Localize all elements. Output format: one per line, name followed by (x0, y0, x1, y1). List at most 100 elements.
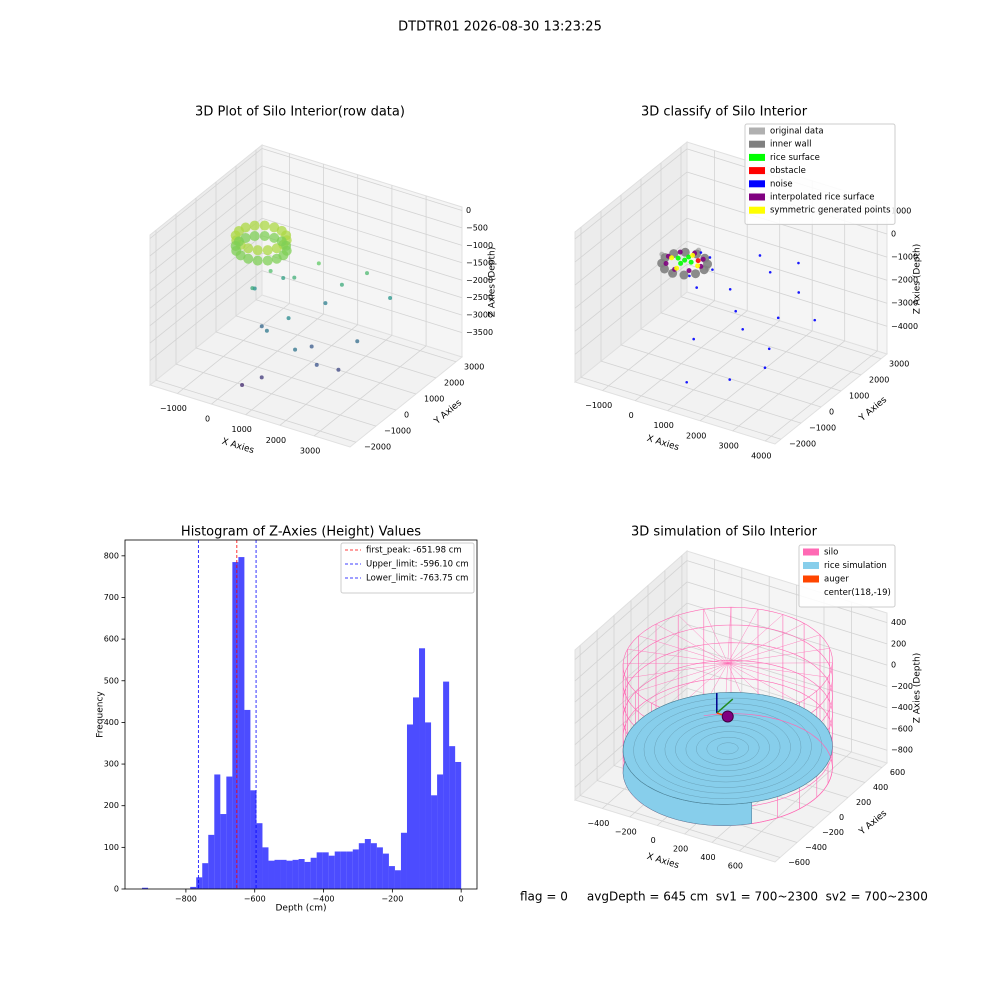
legend-label: symmetric generated points (770, 206, 891, 216)
histogram-bar (244, 710, 250, 889)
histogram-bar (256, 823, 262, 889)
z-tick-label: −3500 (466, 328, 493, 337)
y-tick-label: 2000 (444, 378, 464, 387)
data-point (695, 263, 700, 268)
legend-label: original data (770, 127, 824, 137)
data-point (734, 310, 737, 313)
x-tick-label: 1000 (654, 421, 674, 430)
y-tick-label: 500 (104, 676, 119, 685)
histogram-bar (335, 852, 341, 889)
x-axis-label: Depth (cm) (275, 904, 326, 914)
data-point (293, 348, 297, 352)
histogram-bar (214, 774, 220, 889)
z-tick-label: 0 (891, 230, 896, 239)
data-point (690, 253, 695, 258)
histogram-bar (268, 861, 274, 889)
histogram-bar (329, 856, 335, 889)
histogram-bar (371, 843, 377, 889)
legend-swatch (749, 180, 765, 187)
data-point (768, 348, 771, 351)
data-point (250, 286, 254, 290)
legend-label: noise (770, 179, 793, 189)
status-footer: flag = 0 avgDepth = 645 cm sv1 = 700~230… (520, 890, 928, 904)
data-point (700, 251, 703, 254)
legend-label: inner wall (770, 140, 811, 150)
histogram-bar (299, 859, 305, 889)
data-point (243, 254, 253, 264)
data-point (269, 222, 279, 232)
y-tick-label: −1000 (384, 427, 411, 436)
data-point (682, 258, 687, 263)
x-tick-label: −400 (313, 895, 335, 904)
subplot-title: 3D classify of Silo Interior (641, 105, 808, 120)
x-tick-label: 2000 (266, 436, 286, 445)
y-tick-label: −2000 (789, 440, 816, 449)
y-tick-label: −600 (788, 858, 810, 867)
legend: original data inner wall rice surface obsta… (745, 124, 895, 224)
z-tick-label: 0 (891, 661, 896, 670)
data-point (355, 339, 359, 343)
histogram-bar (389, 866, 395, 889)
y-tick-label: 300 (104, 760, 119, 769)
data-point (260, 231, 270, 241)
legend-label: first_peak: -651.98 cm (366, 546, 462, 556)
histogram-bar (305, 862, 311, 889)
histogram-bar (437, 774, 443, 889)
z-axis-label: Z Axies (Depth) (913, 653, 923, 724)
y-tick-label: −1000 (809, 424, 836, 433)
figure-title: DTDTR01 2026-08-30 13:23:25 (398, 20, 602, 35)
histogram-bar (377, 847, 383, 889)
y-tick-label: 2000 (869, 375, 889, 384)
data-point (797, 262, 800, 265)
legend-swatch (749, 167, 765, 174)
y-tick-label: 0 (829, 408, 834, 417)
legend-label: silo (824, 548, 838, 558)
histogram-bar (311, 858, 317, 889)
data-point (253, 245, 263, 255)
x-tick-label: 2000 (686, 431, 706, 440)
data-point (388, 296, 392, 300)
data-point (696, 258, 701, 263)
data-point (701, 257, 706, 262)
x-tick-label: −1000 (160, 404, 187, 413)
x-tick-label: −400 (587, 819, 609, 828)
legend-label: obstacle (770, 166, 806, 176)
x-tick-label: −800 (175, 895, 197, 904)
data-point (769, 271, 772, 274)
data-point (265, 329, 269, 333)
x-tick-label: 3000 (719, 441, 739, 450)
y-tick-label: 0 (839, 813, 844, 822)
data-point (678, 250, 683, 255)
data-point (711, 268, 714, 271)
data-point (729, 288, 732, 291)
data-point (813, 319, 816, 322)
histogram-bar (262, 847, 268, 889)
data-point (660, 264, 669, 273)
x-tick-label: 4000 (751, 451, 771, 460)
legend-swatch (803, 549, 819, 556)
histogram-bar (196, 877, 202, 889)
data-point (692, 338, 695, 341)
legend-label: Lower_limit: -763.75 cm (366, 574, 468, 584)
histogram-bar (407, 724, 413, 889)
y-tick-label: 200 (104, 801, 119, 810)
data-point (764, 366, 767, 369)
z-tick-label: −600 (891, 724, 913, 733)
histogram-bar (425, 722, 431, 889)
data-point (365, 271, 369, 275)
z-tick-label: 0 (466, 206, 471, 215)
histogram-bar (359, 843, 365, 889)
data-point (263, 256, 273, 266)
x-tick-label: 400 (700, 853, 715, 862)
data-point (250, 221, 260, 231)
legend-label: rice surface (770, 153, 820, 163)
x-tick-label: 0 (205, 415, 210, 424)
legend-swatch (749, 141, 765, 148)
legend-swatch (749, 154, 765, 161)
histogram-bar (353, 849, 359, 889)
histogram-bar (455, 762, 461, 889)
y-tick-label: 600 (104, 635, 119, 644)
y-tick-label: 3000 (889, 359, 909, 368)
